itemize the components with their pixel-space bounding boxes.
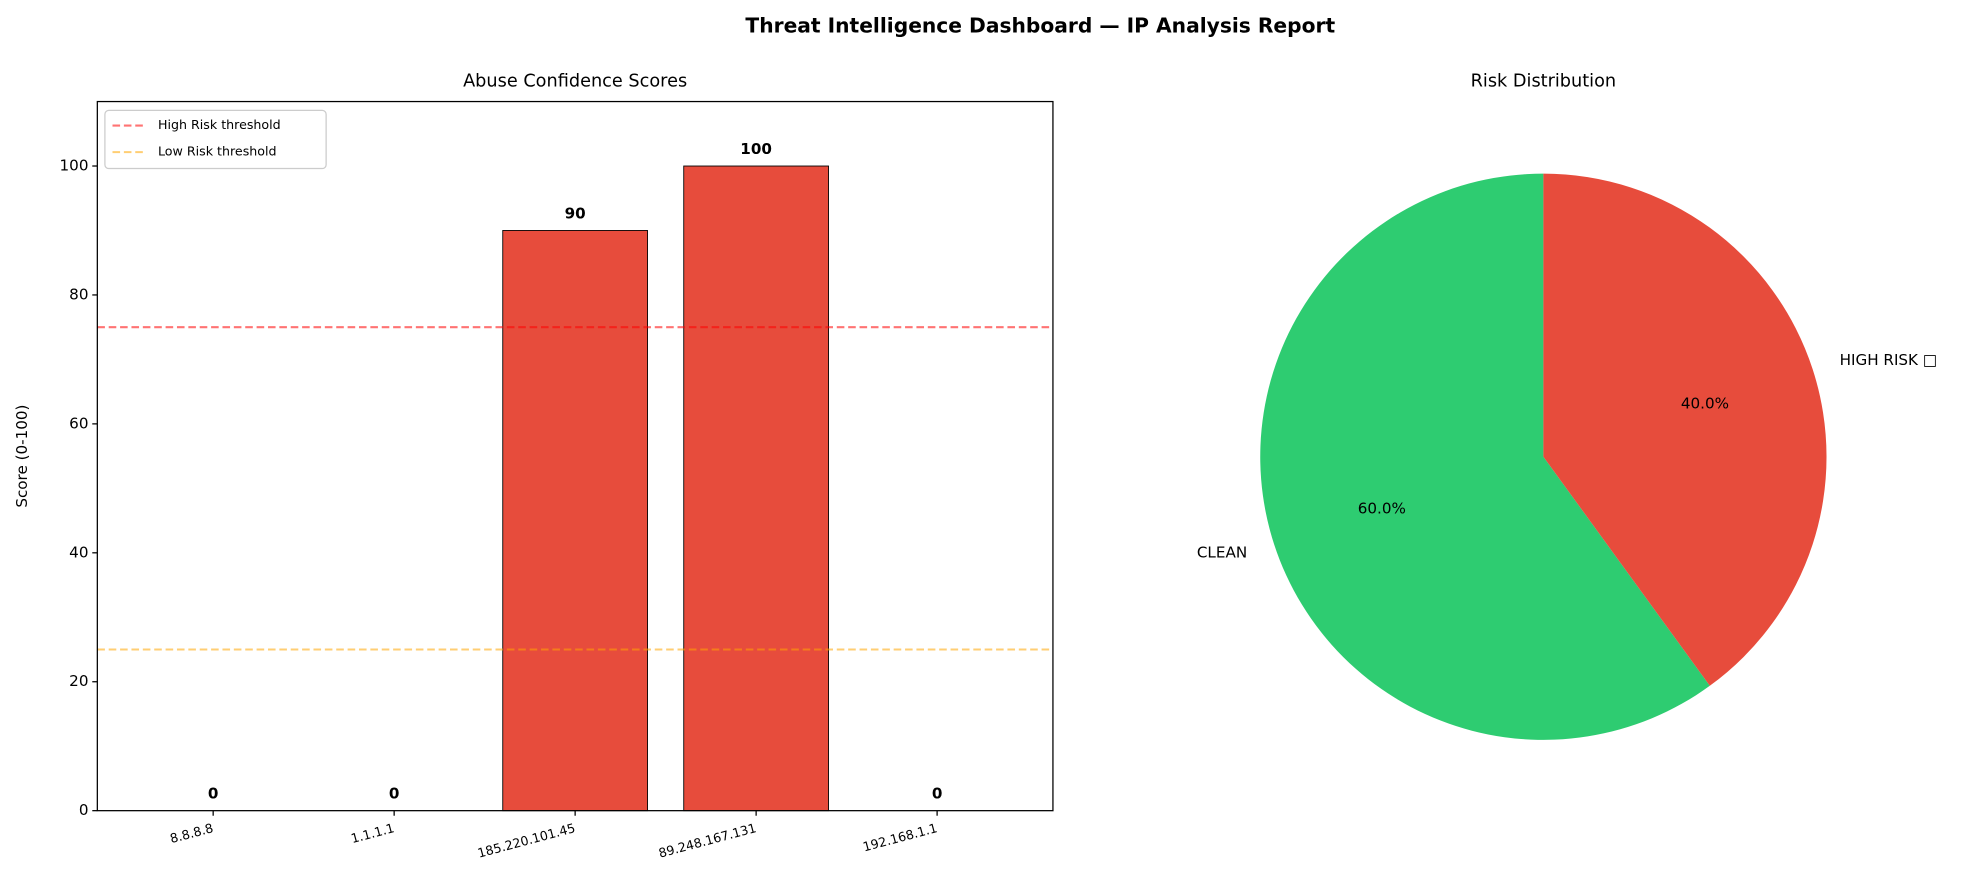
y-tick-label: 100	[60, 157, 89, 175]
pie-slice	[1260, 173, 1710, 740]
y-tick-label: 20	[69, 672, 88, 690]
bar-value-label: 0	[389, 785, 400, 803]
pie-percent-label: 40.0%	[1681, 395, 1729, 413]
y-axis-label: Score (0-100)	[13, 405, 31, 508]
axes-frame	[96, 100, 1054, 812]
legend-box	[104, 109, 327, 170]
y-tick-label: 0	[79, 801, 89, 819]
y-tick-label: 60	[69, 414, 88, 432]
pie-slice	[1543, 173, 1827, 686]
bar-value-label: 90	[565, 205, 586, 223]
legend-label: High Risk threshold	[158, 117, 281, 132]
x-tick-label: 89.248.167.131	[657, 820, 758, 860]
pie-label: CLEAN	[1197, 543, 1247, 561]
x-tick-label: 1.1.1.1	[349, 820, 396, 846]
bar-value-label: 0	[932, 785, 943, 803]
axes-title: Abuse Confidence Scores	[463, 71, 687, 91]
bar-value-label: 0	[208, 785, 219, 803]
axes-title: Risk Distribution	[1471, 71, 1616, 91]
x-tick-label: 185.220.101.45	[476, 820, 577, 860]
page-title: Threat Intelligence Dashboard — IP Analy…	[745, 13, 1335, 37]
y-tick-label: 40	[69, 543, 88, 561]
pie-label: HIGH RISK □	[1840, 351, 1938, 369]
x-tick-label: 192.168.1.1	[861, 820, 939, 854]
bar	[683, 165, 829, 812]
bar-value-label: 100	[740, 140, 772, 158]
legend-label: Low Risk threshold	[158, 144, 277, 159]
y-tick-label: 80	[69, 285, 88, 303]
bar	[502, 230, 648, 812]
pie-percent-label: 60.0%	[1358, 500, 1406, 518]
x-tick-label: 8.8.8.8	[168, 820, 215, 846]
